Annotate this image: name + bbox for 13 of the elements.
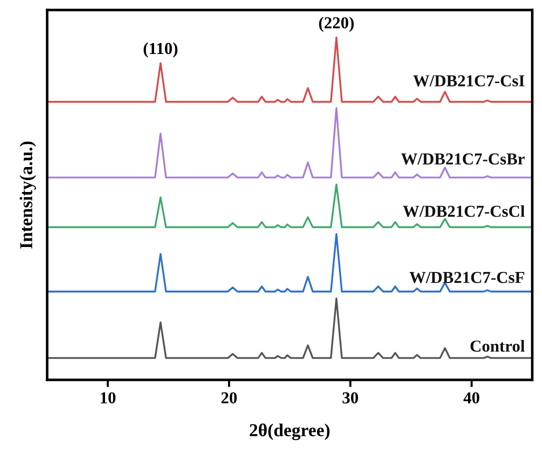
series-label: W/DB21C7-CsF [409, 272, 524, 284]
y-axis-title: Intensity(a.u.) [20, 142, 36, 249]
series-label: W/DB21C7-CsCl [402, 205, 525, 218]
annotation: (220) [319, 16, 354, 32]
series-label: Control [470, 340, 525, 352]
x-axis-title: 2θ(degree) [250, 424, 330, 440]
annotation: (110) [144, 42, 178, 58]
x-tick-label: 30 [342, 392, 358, 404]
x-tick-label: 40 [464, 392, 480, 404]
x-tick-label: 10 [100, 392, 116, 404]
series-label: W/DB21C7-CsBr [401, 153, 525, 165]
series-label: W/DB21C7-CsI [413, 75, 524, 87]
x-tick-label: 20 [221, 392, 237, 404]
